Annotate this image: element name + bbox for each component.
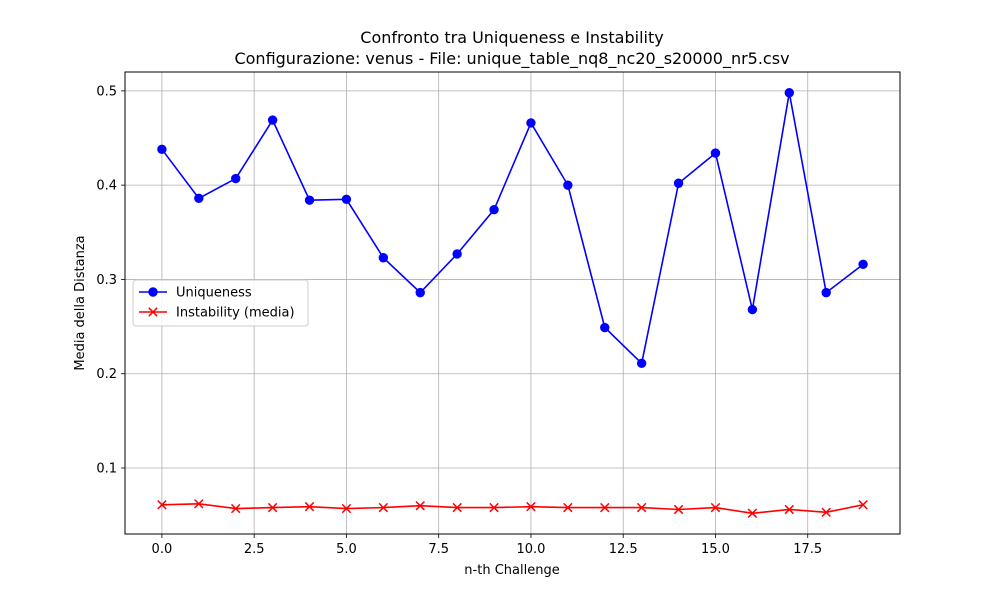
x-marker-stroke — [267, 502, 278, 513]
x-marker-stroke — [304, 501, 315, 512]
series-instability-media — [157, 499, 868, 518]
chart-subtitle: Configurazione: venus - File: unique_tab… — [234, 49, 789, 69]
data-point-uniqueness — [636, 358, 647, 369]
data-point-uniqueness — [489, 204, 499, 215]
x-marker-stroke — [821, 507, 831, 518]
data-point-instability-media — [673, 504, 684, 515]
data-point-uniqueness — [526, 118, 536, 128]
x-marker-stroke — [230, 503, 241, 514]
data-point-uniqueness — [378, 253, 389, 263]
x-marker-stroke — [710, 502, 721, 513]
data-point-instability-media — [415, 500, 425, 511]
data-point-uniqueness — [710, 148, 721, 158]
y-tick-label: 0.1 — [96, 462, 117, 477]
x-axis-label: n-th Challenge — [464, 563, 559, 578]
grid — [125, 72, 900, 534]
legend-item: Uniqueness — [139, 286, 252, 301]
x-tick-label: 0.0 — [152, 542, 173, 557]
x-marker-stroke — [452, 502, 462, 513]
x-marker-stroke — [378, 502, 389, 513]
data-point-instability-media — [600, 502, 610, 513]
data-point-instability-media — [489, 502, 499, 513]
y-tick-label: 0.3 — [96, 273, 117, 288]
legend-label: Uniqueness — [176, 286, 252, 301]
legend-marker — [148, 307, 158, 317]
x-tick-label: 5.0 — [336, 542, 357, 557]
data-point-instability-media — [194, 499, 204, 509]
chart-title: Confronto tra Uniqueness e Instability — [360, 28, 663, 47]
data-point-uniqueness — [231, 173, 241, 184]
series-layer — [157, 88, 868, 518]
x-tick-label: 10.0 — [516, 542, 545, 557]
data-point-uniqueness — [341, 194, 352, 204]
data-point-instability-media — [747, 508, 758, 518]
data-point-instability-media — [563, 502, 573, 513]
data-point-instability-media — [378, 502, 389, 513]
x-marker-stroke — [157, 500, 167, 510]
data-point-instability-media — [784, 504, 795, 515]
data-point-uniqueness — [563, 180, 573, 190]
y-tick-label: 0.2 — [96, 367, 117, 382]
x-marker-stroke — [194, 499, 204, 509]
y-tick-label: 0.5 — [96, 84, 117, 99]
x-marker-stroke — [858, 500, 868, 510]
x-tick-label: 17.5 — [793, 542, 822, 557]
data-point-uniqueness — [600, 322, 610, 333]
series-uniqueness — [157, 88, 868, 369]
data-point-instability-media — [526, 501, 536, 512]
x-marker-stroke — [526, 501, 536, 512]
data-point-uniqueness — [267, 115, 278, 125]
legend: Uniqueness Instability (media) — [132, 279, 309, 327]
data-point-uniqueness — [821, 287, 831, 298]
x-marker-stroke — [489, 502, 499, 513]
legend-item: Instability (media) — [139, 306, 295, 321]
x-marker-stroke — [415, 500, 425, 511]
x-marker-stroke — [341, 503, 352, 514]
data-point-instability-media — [858, 500, 868, 510]
x-tick-label: 2.5 — [244, 542, 265, 557]
data-point-instability-media — [267, 502, 278, 513]
data-point-uniqueness — [452, 249, 462, 259]
series-line-instability-media — [161, 503, 864, 515]
legend-marker — [148, 287, 158, 297]
data-point-uniqueness — [415, 287, 425, 298]
data-point-uniqueness — [194, 193, 204, 204]
x-tick-label: 12.5 — [609, 542, 638, 557]
data-point-instability-media — [341, 503, 352, 514]
data-point-instability-media — [304, 501, 315, 512]
data-point-uniqueness — [784, 88, 794, 98]
x-marker-stroke — [673, 504, 684, 515]
ticks: 0.0 2.5 5.0 7.5 10.0 12.5 15.0 17.5 0.1 0.2 0.3 0.4… — [96, 84, 822, 557]
data-point-uniqueness — [747, 304, 758, 315]
legend-label: Instability (media) — [176, 306, 295, 321]
x-marker-stroke — [563, 502, 573, 513]
data-point-instability-media — [230, 503, 241, 514]
data-point-instability-media — [452, 502, 462, 513]
x-marker-stroke — [600, 502, 610, 513]
data-point-uniqueness — [858, 259, 868, 270]
data-point-instability-media — [710, 502, 721, 513]
data-point-instability-media — [157, 500, 167, 510]
data-point-instability-media — [821, 507, 831, 518]
x-marker-stroke — [636, 502, 647, 513]
y-axis-label: Media della Distanza — [73, 235, 88, 370]
series-line-uniqueness — [161, 92, 864, 365]
data-point-instability-media — [636, 502, 647, 513]
x-tick-label: 15.0 — [701, 542, 730, 557]
x-marker-stroke — [148, 307, 158, 317]
y-tick-label: 0.4 — [96, 179, 117, 194]
x-marker-stroke — [784, 504, 795, 515]
x-tick-label: 7.5 — [428, 542, 449, 557]
plot-frame — [124, 71, 901, 535]
data-point-uniqueness — [673, 178, 684, 188]
data-point-uniqueness — [157, 144, 167, 155]
x-marker-stroke — [747, 508, 758, 518]
data-point-uniqueness — [304, 195, 315, 205]
legend-box — [132, 279, 309, 327]
